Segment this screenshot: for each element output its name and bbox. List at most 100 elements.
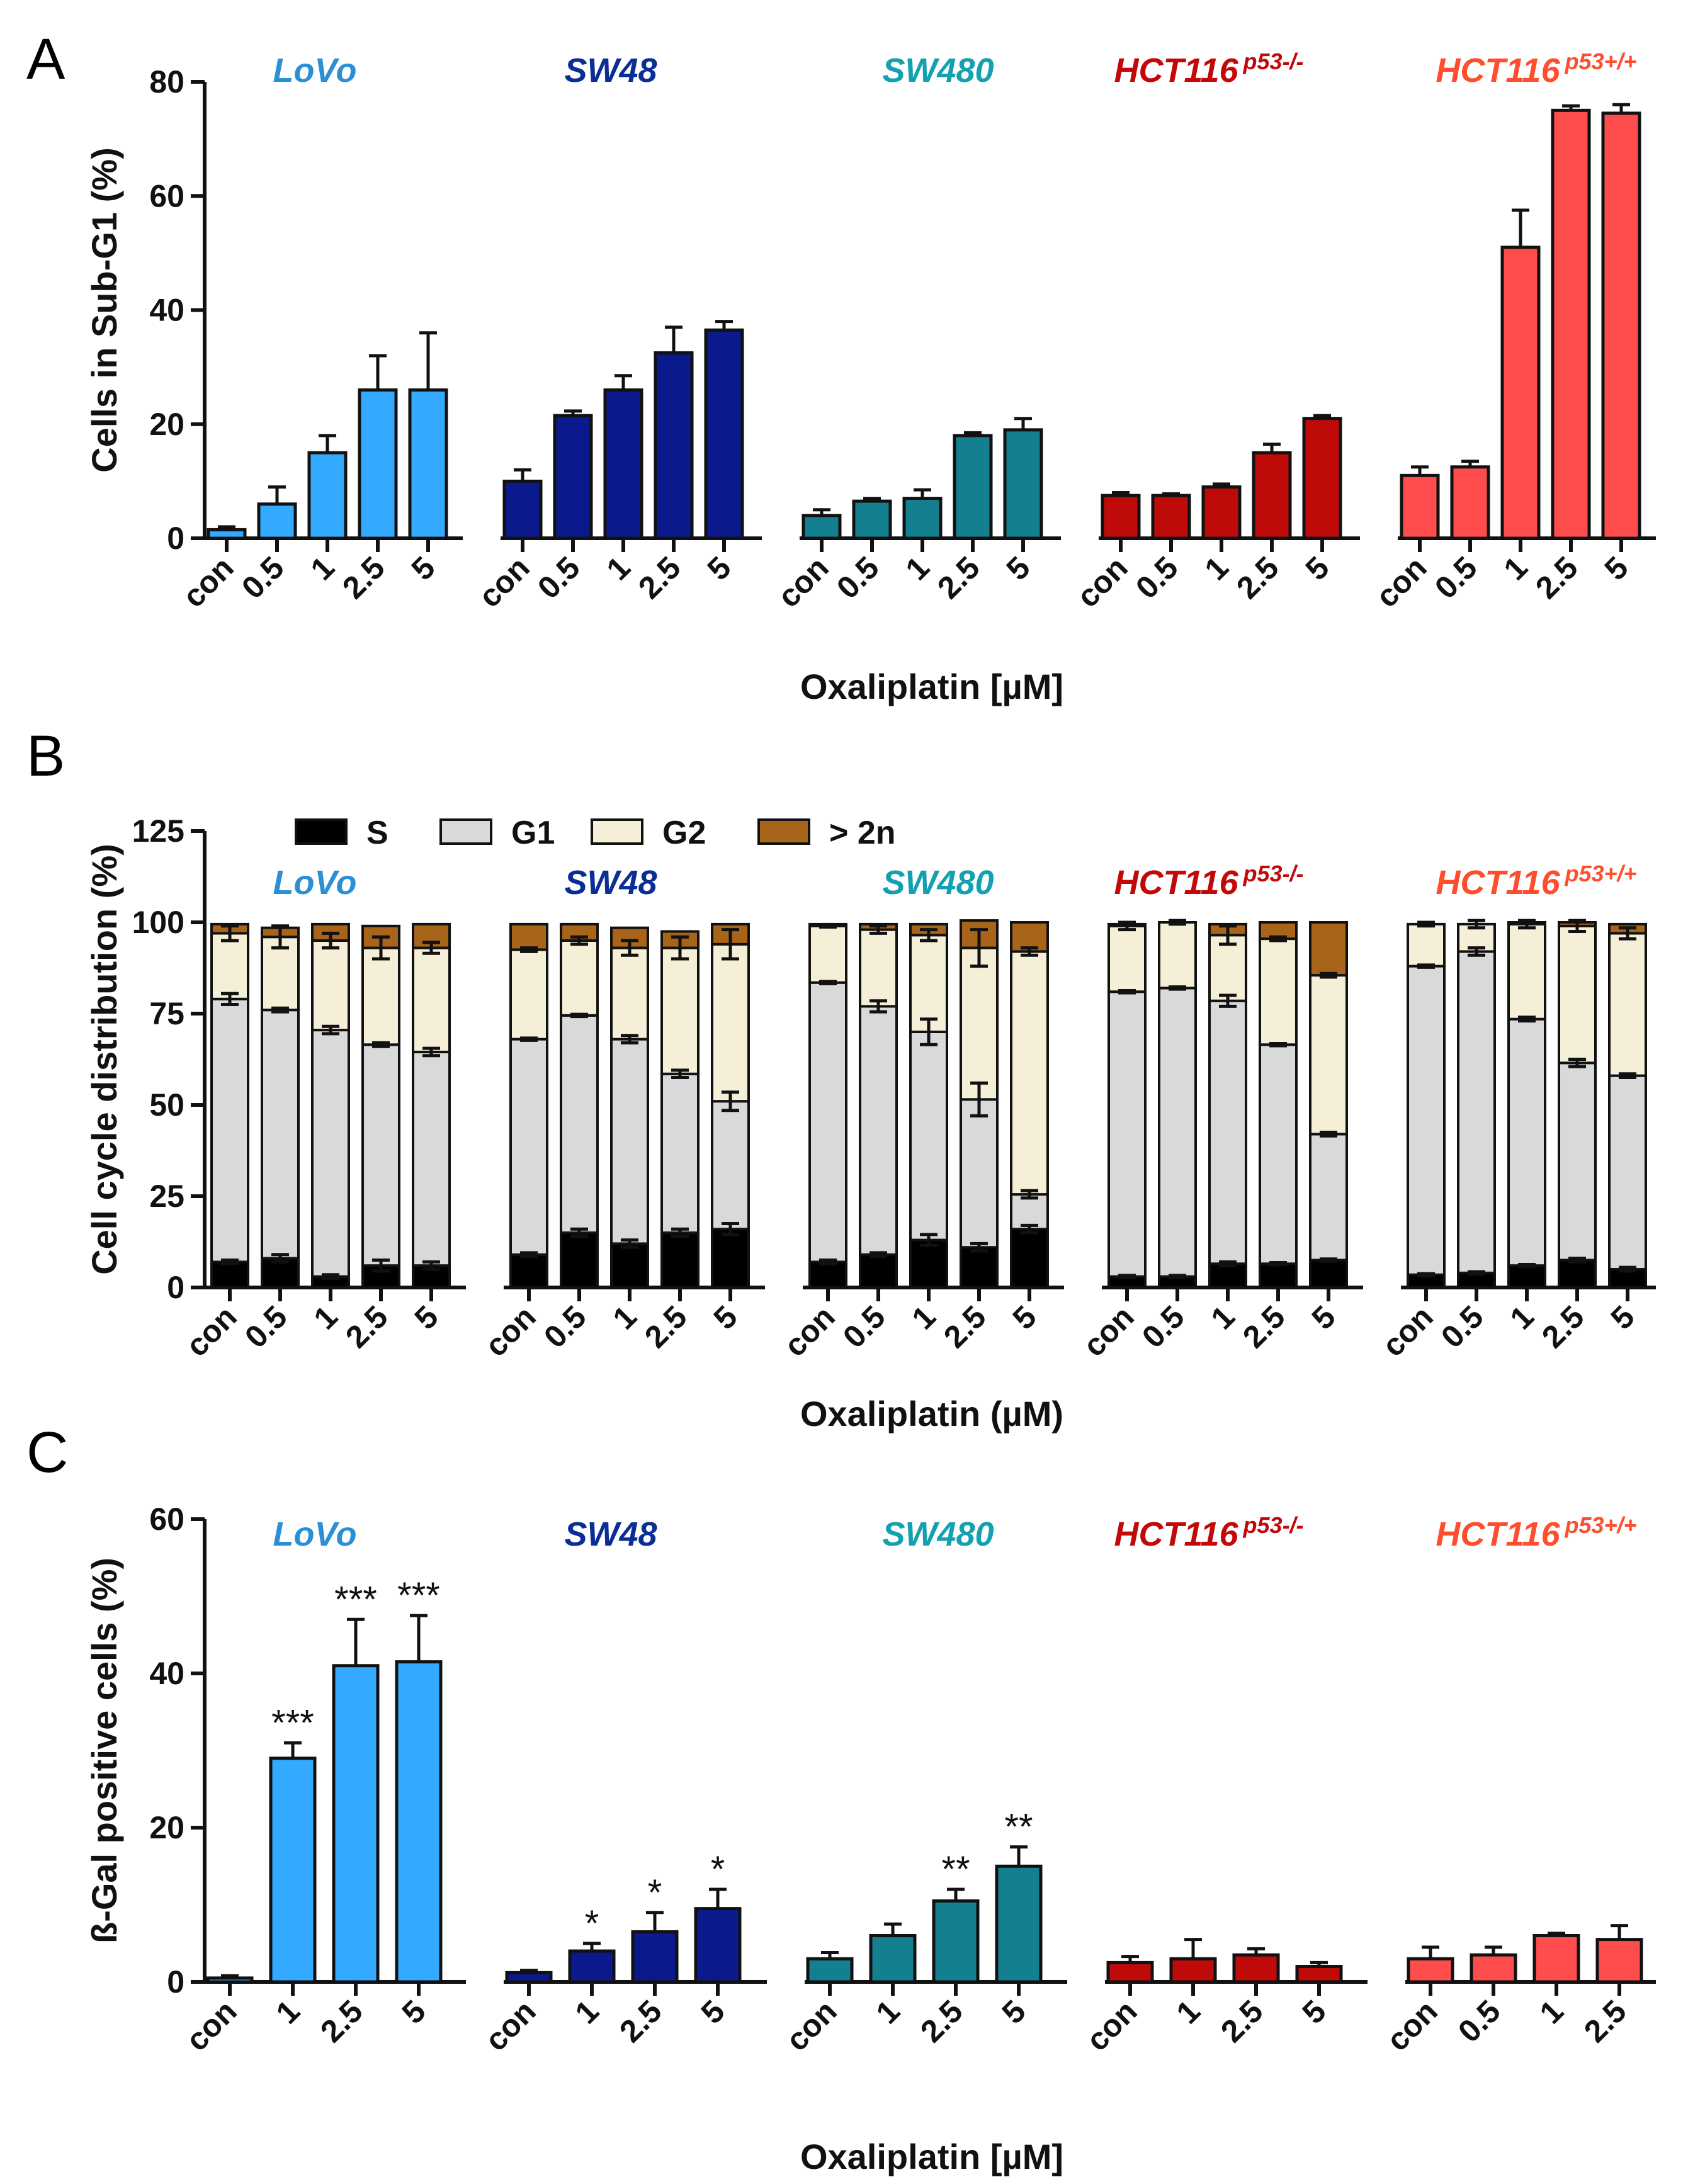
x-tick-label-B-3-1: 0.5	[1135, 1299, 1191, 1355]
stacked-segment-g1-1-2	[610, 1038, 649, 1245]
y-axis-title-C: ß-Gal positive cells (%)	[84, 1558, 124, 1944]
stacked-segment-s-4-2	[1507, 1264, 1546, 1289]
stacked-segment-s-3-4	[1309, 1259, 1348, 1289]
bar-C-3-1	[1169, 1957, 1217, 1984]
cell-line-label-B-2: SW480	[882, 864, 994, 902]
cell-line-label-B-1: SW48	[564, 864, 657, 902]
stacked-segment-g2-1-3	[660, 946, 700, 1075]
x-tick-label-B-0-3: 2.5	[339, 1299, 395, 1355]
stacked-segment-g1-4-1	[1457, 950, 1496, 1274]
x-tick-label-C-2-1: 1	[869, 1993, 907, 2030]
stacked-segment-g1-2-1	[859, 1005, 898, 1256]
significance-marker-C-1-3: *	[711, 1849, 725, 1890]
x-tick-label-B-2-3: 2.5	[937, 1299, 993, 1355]
stacked-segment-g2-3-1	[1158, 921, 1197, 990]
cell-line-label-B-3: HCT116 p53-/-	[1114, 861, 1303, 902]
stacked-segment-g1-3-1	[1158, 987, 1197, 1278]
stacked-segment-s-1-4	[711, 1228, 750, 1289]
bar-C-1-1	[568, 1949, 616, 1984]
x-tick-label-B-4-1: 0.5	[1434, 1299, 1490, 1355]
stacked-segment-s-1-1	[560, 1231, 599, 1289]
stacked-segment-g1-1-0	[509, 1038, 548, 1256]
legend-label-2: G2	[662, 815, 706, 851]
panel-letter-a: A	[26, 27, 65, 91]
x-tick-label-A-0-1: 0.5	[235, 550, 291, 606]
stacked-segment-g1-4-3	[1558, 1061, 1597, 1262]
x-tick-label-C-0-0: con	[179, 1993, 243, 2057]
bar-A-3-0	[1101, 494, 1141, 540]
stacked-segment-s-2-2	[909, 1238, 948, 1289]
x-axis-title-C: Oxaliplatin [µM]	[800, 2137, 1063, 2176]
y-axis-title-A: Cells in Sub-G1 (%)	[84, 147, 124, 473]
x-tick-label-C-3-2: 2.5	[1214, 1993, 1270, 2049]
stacked-segment-g2-3-0	[1107, 924, 1147, 993]
x-tick-label-B-2-4: 5	[1006, 1299, 1043, 1336]
y-tick-label-A-1: 20	[149, 407, 184, 442]
x-tick-label-C-3-1: 1	[1170, 1993, 1207, 2030]
x-tick-label-C-4-0: con	[1379, 1993, 1444, 2057]
x-tick-label-C-2-0: con	[779, 1993, 843, 2057]
cell-line-name: HCT116	[1114, 864, 1238, 902]
stacked-segment-g1-1-4	[711, 1100, 750, 1231]
x-tick-label-B-1-0: con	[478, 1299, 542, 1363]
y-tick-label-A-3: 60	[149, 178, 184, 213]
legend-swatch-2	[591, 818, 643, 845]
stacked-segment-g2-3-3	[1259, 937, 1298, 1046]
bar-A-4-2	[1500, 246, 1541, 540]
cell-line-label-C-3: HCT116 p53-/-	[1114, 1512, 1303, 1553]
x-tick-label-C-1-2: 2.5	[613, 1993, 669, 2049]
cell-line-name: HCT116	[1114, 1515, 1238, 1553]
cell-line-superscript: p53+/+	[1564, 1512, 1636, 1538]
bar-C-0-2	[332, 1664, 380, 1984]
bar-A-4-0	[1400, 473, 1440, 540]
stacked-segment-g1-3-0	[1107, 990, 1147, 1278]
significance-marker-C-2-2: **	[941, 1849, 970, 1890]
stacked-segment-s-1-2	[610, 1242, 649, 1289]
y-tick-label-A-4: 80	[149, 64, 184, 99]
bar-A-2-2	[902, 497, 943, 540]
y-tick-label-B-0: 0	[167, 1270, 184, 1305]
x-tick-label-C-1-3: 5	[694, 1993, 732, 2030]
stacked-segment-g1-0-2	[311, 1029, 350, 1278]
y-tick-label-A-0: 0	[167, 521, 184, 556]
x-tick-label-A-4-0: con	[1369, 550, 1433, 614]
significance-marker-C-2-3: **	[1004, 1807, 1033, 1848]
x-axis-title-B: Oxaliplatin (µM)	[800, 1394, 1063, 1434]
y-tick-label-C-0: 0	[167, 1964, 184, 2000]
x-tick-label-A-3-3: 2.5	[1230, 550, 1286, 606]
significance-marker-C-1-1: *	[585, 1903, 599, 1944]
stacked-segment-s-2-1	[859, 1253, 898, 1289]
bar-C-2-2	[932, 1899, 980, 1984]
stacked-segment-g2-2-1	[859, 928, 898, 1008]
bar-A-1-4	[704, 328, 744, 540]
stacked-segment-s-2-0	[808, 1260, 847, 1289]
stacked-segment-g2-3-4	[1309, 974, 1348, 1136]
bar-C-1-3	[694, 1907, 742, 1984]
stacked-segment-g2-4-0	[1407, 922, 1446, 968]
stacked-segment-g1-4-2	[1507, 1017, 1546, 1267]
y-tick-label-B-4: 100	[132, 905, 184, 940]
stacked-segment-s-1-0	[509, 1253, 548, 1289]
x-tick-label-A-2-1: 0.5	[830, 550, 886, 606]
legend-swatch-1	[439, 818, 492, 845]
bar-A-1-0	[502, 479, 543, 540]
stacked-segment-s-3-3	[1259, 1262, 1298, 1289]
bar-C-3-2	[1232, 1953, 1280, 1984]
bar-A-3-3	[1252, 451, 1292, 540]
significance-marker-C-0-1: ***	[271, 1702, 314, 1743]
x-tick-label-A-2-0: con	[771, 550, 835, 614]
x-tick-label-B-0-1: 0.5	[238, 1299, 294, 1355]
cell-line-name: SW48	[564, 1515, 657, 1553]
bar-A-1-1	[553, 414, 593, 540]
stacked-segment-g1-0-0	[210, 997, 249, 1264]
bar-C-1-2	[631, 1930, 679, 1984]
stacked-segment-g2-0-2	[311, 939, 350, 1032]
x-tick-label-C-1-0: con	[478, 1993, 542, 2057]
x-tick-label-A-3-4: 5	[1299, 550, 1336, 587]
stacked-segment-s-3-2	[1208, 1262, 1247, 1289]
cell-line-label-A-0: LoVo	[273, 52, 357, 89]
bar-C-4-2	[1532, 1934, 1580, 1984]
